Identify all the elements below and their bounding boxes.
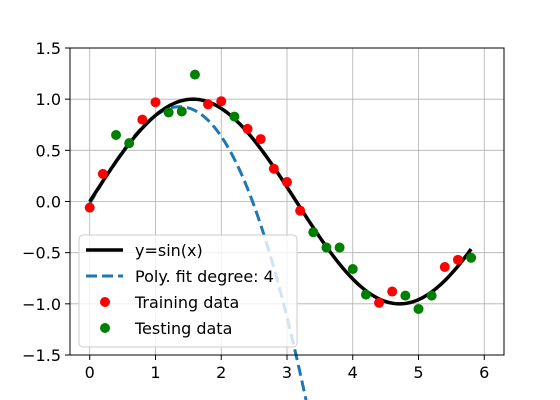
y-tick-label: 1.0	[36, 90, 61, 109]
x-tick-label: 0	[85, 363, 95, 382]
axis-ticks: 0 1 2 3 4 5 6 −1.5 −1.0 −0.5 0.0 0.5 1.0 1.5	[22, 39, 489, 382]
y-tick-label: 1.5	[36, 39, 61, 58]
testing-point	[111, 129, 122, 140]
series-layer	[84, 69, 477, 400]
x-tick-label: 6	[479, 363, 489, 382]
testing-point	[124, 138, 135, 149]
sin-curve-line	[88, 97, 473, 306]
training-point	[150, 97, 161, 108]
training-point	[295, 205, 306, 216]
testing-point	[466, 252, 477, 263]
training-point	[452, 254, 463, 265]
testing-point	[308, 227, 319, 238]
testing-point	[426, 290, 437, 301]
legend-label: y=sin(x)	[135, 241, 203, 260]
testing-point	[189, 69, 200, 80]
training-point	[439, 261, 450, 272]
legend-box	[78, 234, 298, 348]
training-point	[255, 134, 266, 145]
y-tick-label: 0.5	[36, 141, 61, 160]
legend-label: Testing data	[134, 319, 232, 338]
training-point	[137, 114, 148, 125]
legend-label: Poly. fit degree: 4	[135, 267, 274, 286]
testing-point	[334, 242, 345, 253]
legend: y=sin(x) Poly. fit degree: 4 Training data…	[78, 234, 298, 348]
testing-point	[400, 290, 411, 301]
x-tick-label: 5	[413, 363, 423, 382]
training-point	[84, 202, 95, 213]
x-tick-label: 1	[150, 363, 160, 382]
legend-testing-swatch	[100, 323, 110, 333]
training-point	[268, 163, 279, 174]
x-tick-label: 3	[282, 363, 292, 382]
training-point	[387, 286, 398, 297]
x-tick-label: 2	[216, 363, 226, 382]
y-tick-label: 0.0	[36, 193, 61, 212]
testing-point	[321, 242, 332, 253]
y-tick-label: −1.5	[22, 346, 61, 365]
testing-point	[347, 264, 358, 275]
y-tick-label: −0.5	[22, 244, 61, 263]
training-point	[97, 168, 108, 179]
y-tick-label: −1.0	[22, 295, 61, 314]
testing-point	[176, 106, 187, 117]
training-point	[282, 177, 292, 188]
testing-point	[163, 107, 174, 118]
testing-point	[360, 289, 371, 300]
training-point	[216, 96, 227, 107]
training-point	[242, 123, 253, 134]
training-point	[374, 297, 385, 308]
legend-label: Training data	[134, 293, 239, 312]
x-tick-label: 4	[348, 363, 358, 382]
training-point	[203, 99, 214, 110]
testing-point	[229, 111, 240, 122]
legend-training-swatch	[100, 297, 110, 307]
testing-point	[413, 303, 424, 314]
